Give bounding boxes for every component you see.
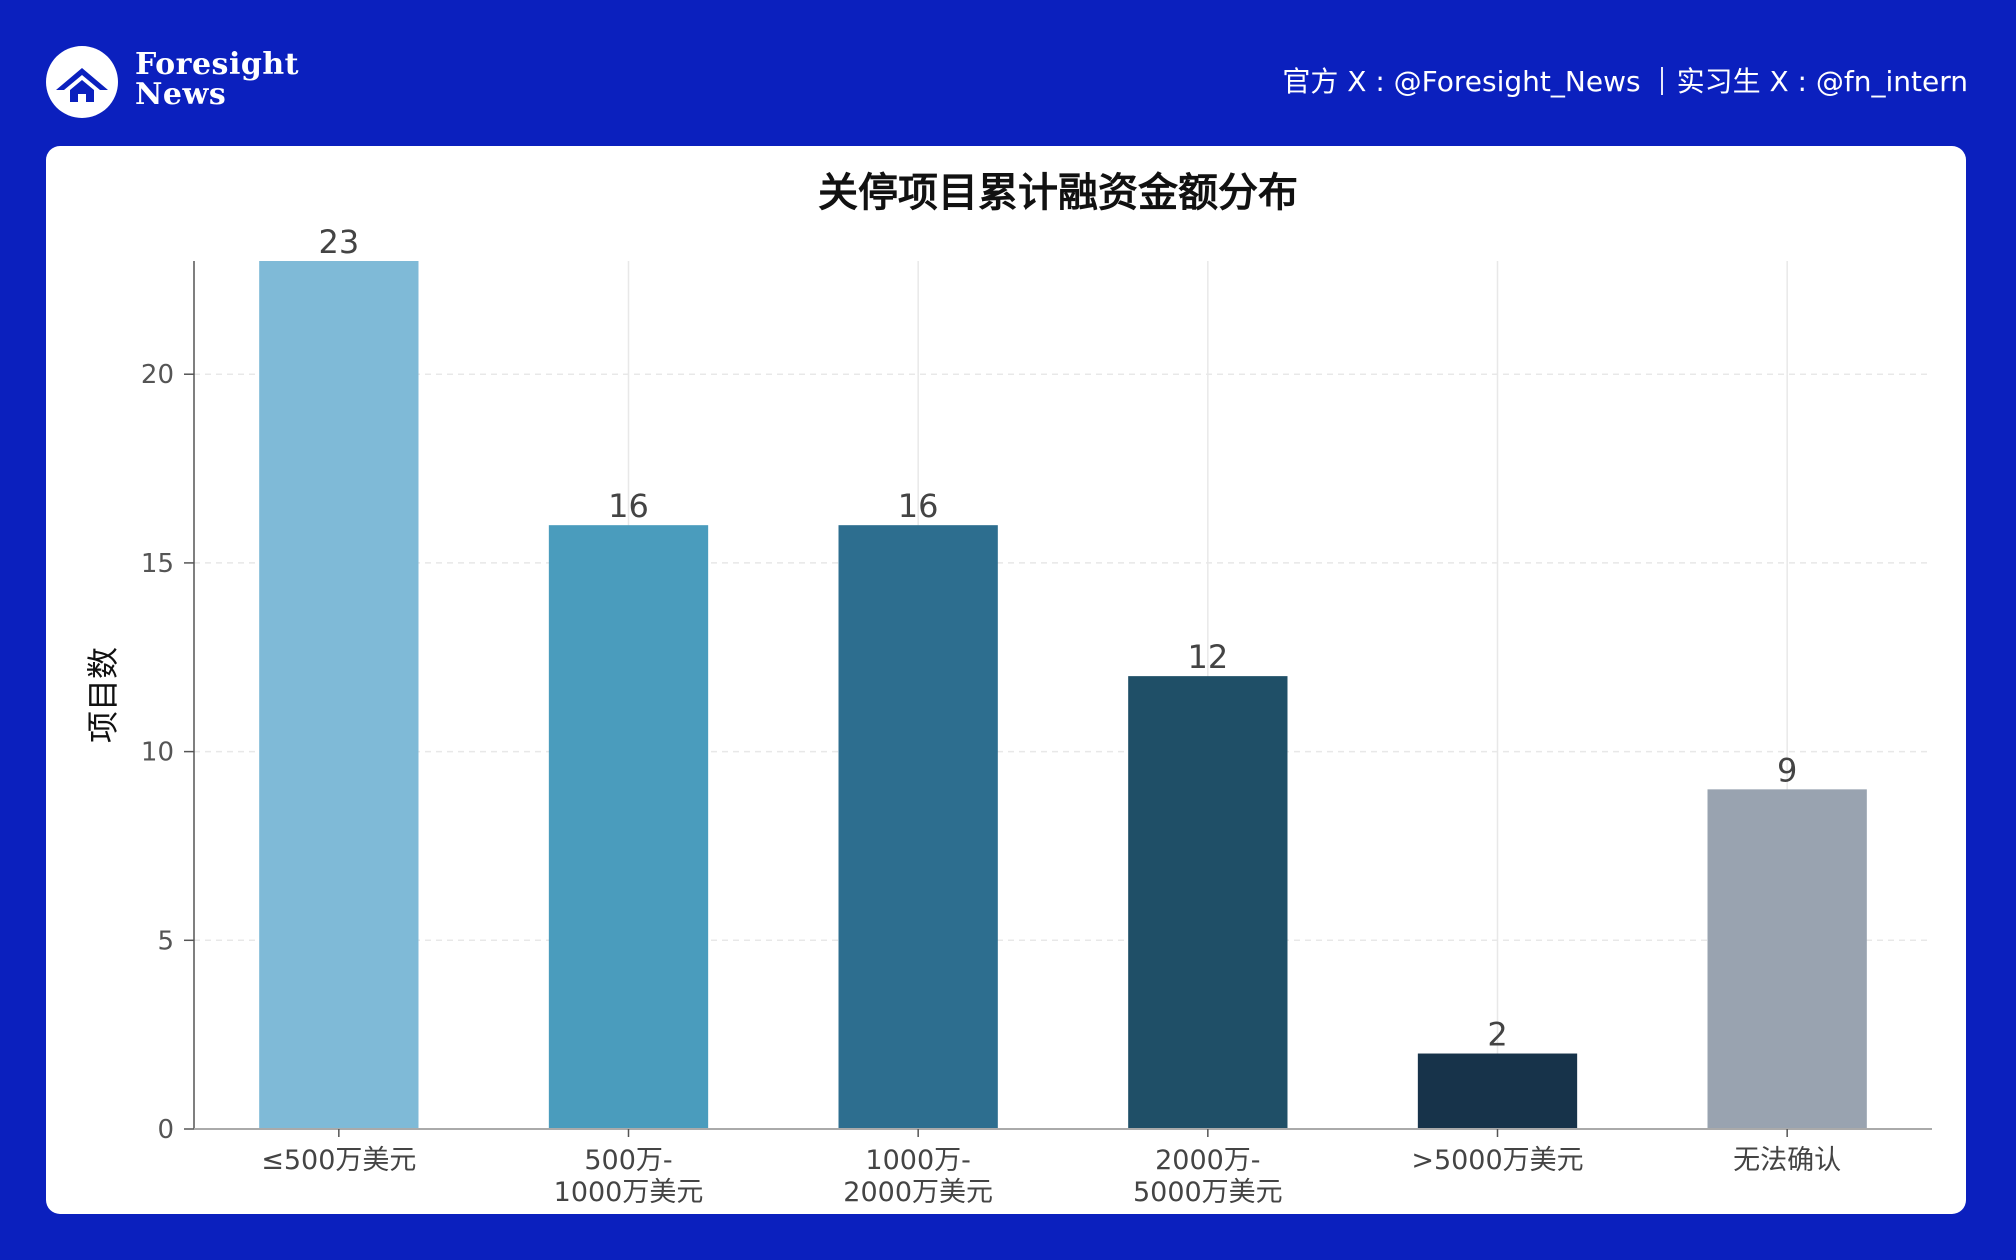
brand-line-2: News xyxy=(135,77,227,112)
bar-value-label: 23 xyxy=(318,223,359,261)
x-tick-label: 500万- xyxy=(584,1145,672,1176)
y-tick-label: 5 xyxy=(157,926,174,956)
bar xyxy=(838,525,998,1129)
bar xyxy=(1417,1053,1578,1129)
bar xyxy=(1128,676,1288,1129)
intern-x-handle[interactable]: 实习生 X : @fn_intern xyxy=(1676,65,1968,98)
x-tick-label: >5000万美元 xyxy=(1411,1145,1583,1176)
bar xyxy=(1707,789,1867,1129)
y-tick-label: 20 xyxy=(141,360,174,390)
bar-value-label: 12 xyxy=(1187,638,1228,676)
x-tick-label: ≤500万美元 xyxy=(261,1145,416,1176)
x-tick-label: 2000万- xyxy=(1155,1145,1260,1176)
social-links: 官方 X : @Foresight_News 实习生 X : @fn_intern xyxy=(1282,64,1968,100)
foresight-logo-icon xyxy=(46,46,118,118)
x-tick-label: 5000万美元 xyxy=(1133,1177,1283,1208)
official-x-handle[interactable]: 官方 X : @Foresight_News xyxy=(1282,65,1641,98)
header: Foresight News 官方 X : @Foresight_News 实习生… xyxy=(0,0,2016,146)
bar-chart: 关停项目累计融资金额分布 0 5 10 15 20 23 16 16 12 2 9 ≤500万美元 500… xyxy=(84,170,1932,1208)
y-tick-label: 10 xyxy=(141,738,174,768)
bar xyxy=(548,525,709,1129)
bar-value-label: 9 xyxy=(1777,751,1797,789)
bar-value-label: 16 xyxy=(608,487,649,525)
brand-name: Foresight News xyxy=(135,50,299,110)
bar-value-label: 16 xyxy=(898,487,939,525)
chart-card: 关停项目累计融资金额分布 0 5 10 15 20 23 16 16 12 2 9 ≤500万美元 500… xyxy=(46,146,1966,1214)
divider xyxy=(1660,67,1663,95)
chart-title: 关停项目累计融资金额分布 xyxy=(818,170,1298,216)
x-tick-label: 无法确认 xyxy=(1733,1145,1841,1176)
x-tick-label: 2000万美元 xyxy=(843,1177,993,1208)
y-tick-label: 15 xyxy=(141,549,174,579)
y-tick-label: 0 xyxy=(157,1115,174,1145)
bar-value-label: 2 xyxy=(1487,1016,1507,1054)
bar xyxy=(259,261,419,1129)
x-tick-label: 1000万- xyxy=(865,1145,970,1176)
brand-line-1: Foresight xyxy=(135,47,299,82)
x-tick-label: 1000万美元 xyxy=(554,1177,704,1208)
y-axis-label: 项目数 xyxy=(84,647,122,743)
